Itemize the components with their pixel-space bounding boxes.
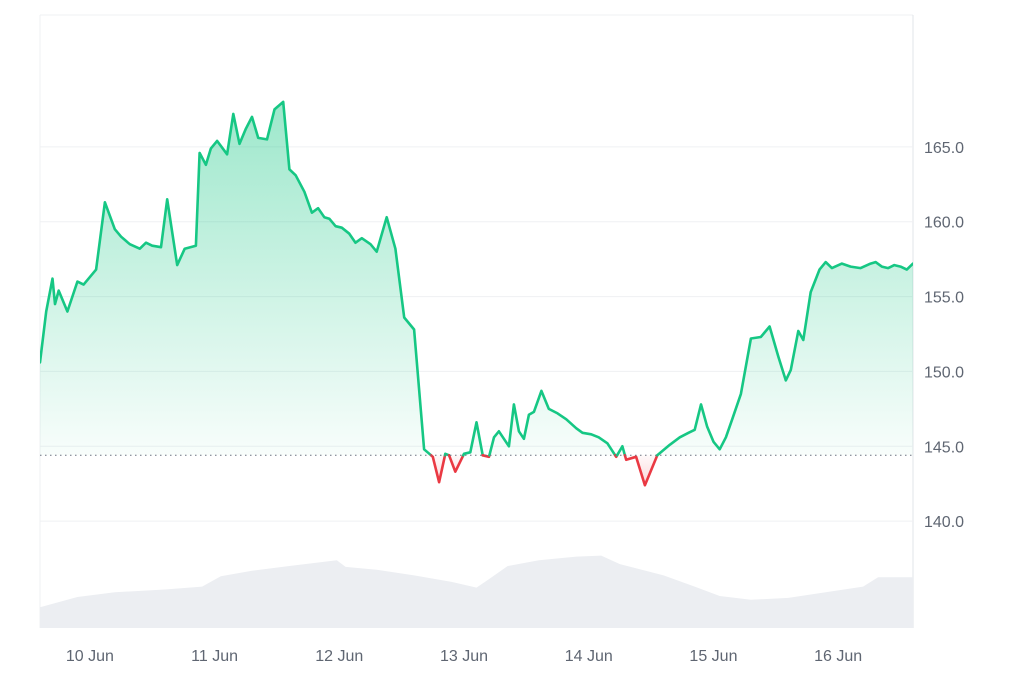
x-tick-label: 14 Jun: [565, 648, 613, 665]
x-tick-label: 15 Jun: [689, 648, 737, 665]
y-axis-ticks: 140.0 145.0 150.0 155.0 160.0 165.0: [924, 140, 964, 531]
y-tick-label: 140.0: [924, 514, 964, 531]
price-area-fill: [40, 101, 913, 486]
price-line-up-segment: [462, 421, 484, 457]
price-line-up-segment: [656, 260, 913, 457]
price-line-up-segment: [40, 100, 433, 457]
volume-area: [40, 555, 913, 628]
price-line-down-segment: [447, 454, 465, 473]
y-tick-label: 160.0: [924, 215, 964, 232]
price-line-up-segment: [615, 445, 627, 457]
y-tick-label: 145.0: [924, 439, 964, 456]
y-tick-label: 155.0: [924, 290, 964, 307]
x-tick-label: 12 Jun: [315, 648, 363, 665]
price-line-up-segment: [488, 389, 617, 457]
x-tick-label: 11 Jun: [191, 648, 238, 665]
area-above-baseline: [40, 101, 913, 456]
price-line-down-segment: [623, 454, 659, 487]
x-tick-label: 16 Jun: [814, 648, 862, 665]
y-tick-label: 150.0: [924, 364, 964, 381]
x-axis-ticks: 10 Jun 11 Jun 12 Jun 13 Jun 14 Jun 15 Jun 16 J…: [66, 648, 862, 665]
y-tick-label: 165.0: [924, 140, 964, 157]
price-line-down-segment: [429, 454, 447, 484]
volume-shape: [40, 555, 913, 628]
x-tick-label: 13 Jun: [440, 648, 488, 665]
price-line: [40, 100, 913, 487]
area-below-baseline: [40, 455, 913, 486]
x-tick-label: 10 Jun: [66, 648, 114, 665]
